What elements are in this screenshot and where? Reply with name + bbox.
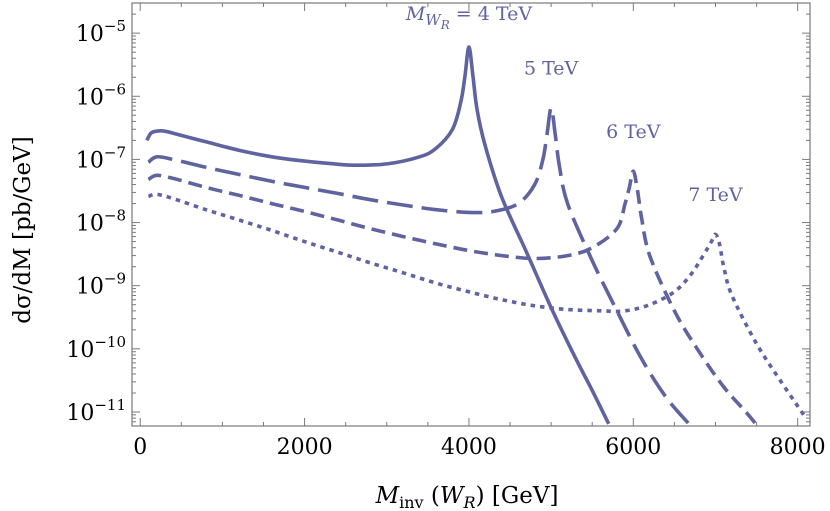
- y-tick-label: 10−5: [76, 17, 126, 47]
- y-tick-label: 10−8: [76, 207, 126, 237]
- peak-label: 5 TeV: [524, 58, 579, 80]
- peak-label: 6 TeV: [606, 121, 661, 143]
- y-axis-title: dσ/dM [pb/GeV]: [10, 136, 36, 324]
- x-tick-label: 4000: [441, 435, 497, 460]
- y-tick-label: 10−6: [76, 80, 126, 110]
- data-series: [145, 45, 808, 426]
- plot-frame: [131, 2, 811, 427]
- peak-label: MWR = 4 TeV: [405, 3, 533, 32]
- series-line-dot: [147, 192, 808, 420]
- y-tick-label: 10−9: [76, 270, 126, 300]
- x-tick-label: 6000: [605, 435, 661, 460]
- x-tick-label: 8000: [770, 435, 826, 460]
- x-axis-title: Minv (WR) [GeV]: [375, 483, 559, 511]
- axis-ticks: 0 2000 4000 6000 8000 10−5 10−6 10−7 10−8 10−9 10−…: [66, 3, 826, 460]
- peak-label: 7 TeV: [688, 184, 743, 206]
- y-tick-label: 10−11: [66, 396, 126, 426]
- x-tick-label: 2000: [277, 435, 333, 460]
- series-line-dash: [147, 169, 760, 426]
- x-tick-label: 0: [133, 435, 147, 460]
- series-line-long-dash: [147, 106, 694, 426]
- peak-annotations: MWR = 4 TeV 5 TeV 6 TeV 7 TeV: [405, 3, 743, 206]
- y-tick-label: 10−10: [66, 333, 126, 363]
- y-tick-label: 10−7: [76, 143, 126, 173]
- series-line-solid: [145, 45, 611, 425]
